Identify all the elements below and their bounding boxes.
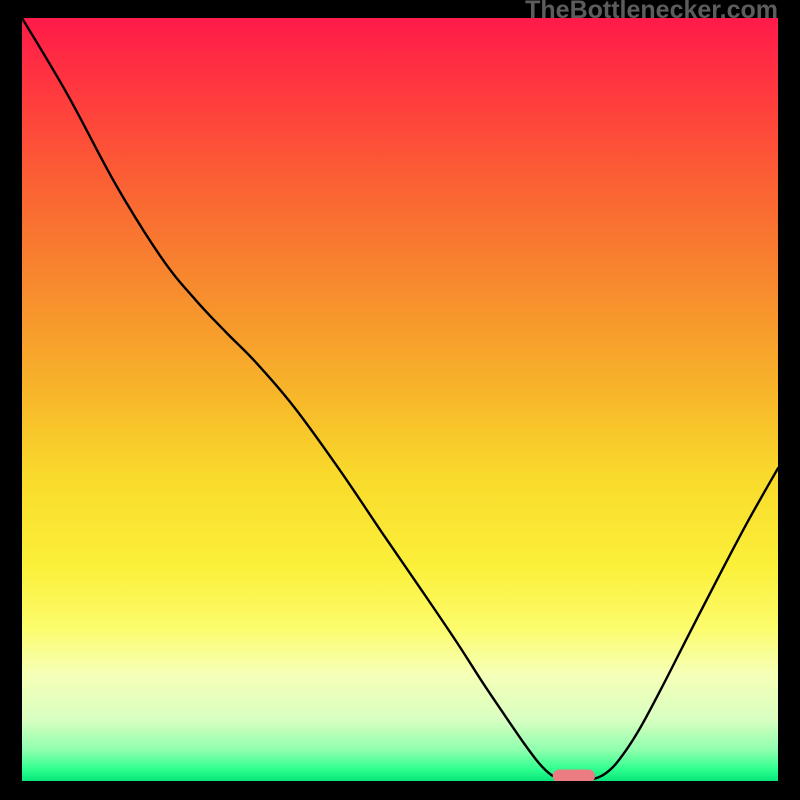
optimum-marker <box>553 770 595 781</box>
figure-root: TheBottlenecker.com <box>0 0 800 800</box>
bottleneck-curve <box>22 18 778 780</box>
watermark-text: TheBottlenecker.com <box>525 0 778 25</box>
curve-layer <box>22 18 778 781</box>
plot-area <box>22 18 778 781</box>
